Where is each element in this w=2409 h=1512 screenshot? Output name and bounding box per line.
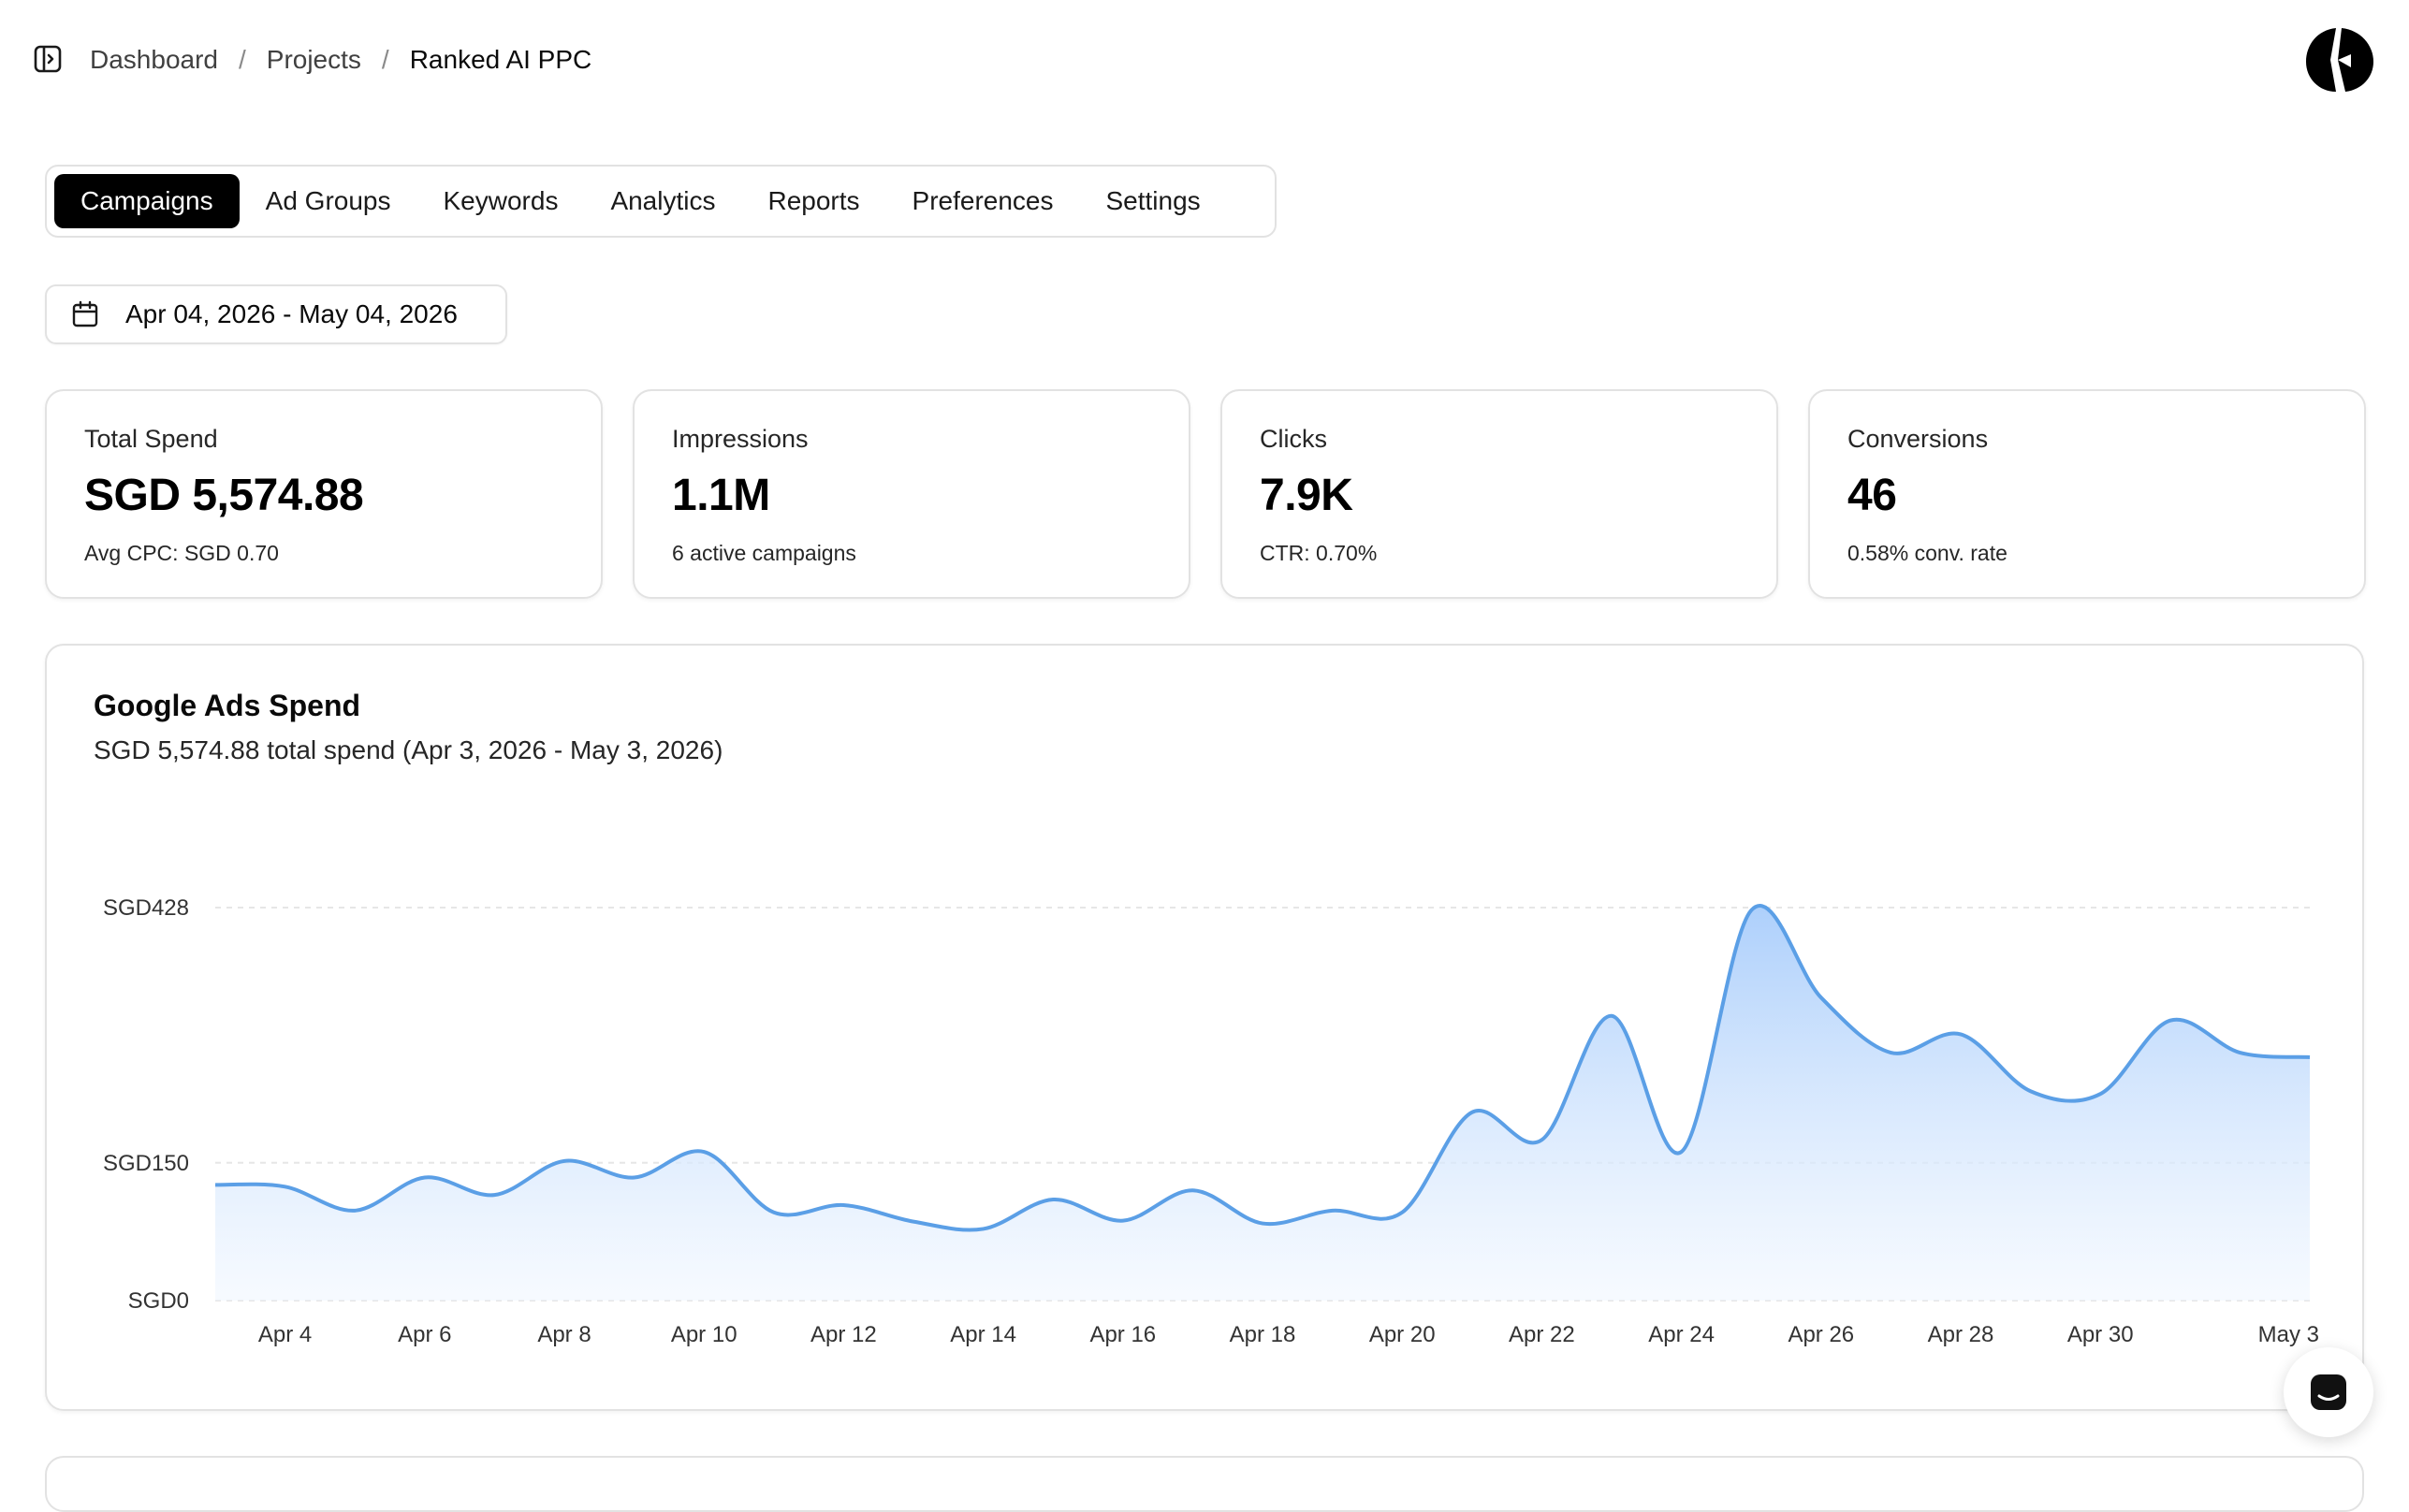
- stat-card-clicks: Clicks 7.9K CTR: 0.70%: [1220, 389, 1778, 599]
- y-tick-label: SGD0: [128, 1288, 189, 1314]
- x-tick-label: Apr 20: [1369, 1322, 1436, 1347]
- calendar-icon: [72, 300, 98, 327]
- spend-chart-card: Google Ads Spend SGD 5,574.88 total spen…: [45, 644, 2364, 1411]
- stat-value: 7.9K: [1260, 471, 1353, 520]
- tab-keywords[interactable]: Keywords: [443, 186, 559, 215]
- stat-label: Clicks: [1260, 425, 1327, 453]
- sidebar-toggle-icon[interactable]: [34, 45, 62, 73]
- chat-button[interactable]: [2284, 1347, 2373, 1437]
- stat-value: 46: [1847, 471, 1897, 520]
- top-bar: Dashboard / Projects / Ranked AI PPC: [0, 0, 2409, 118]
- breadcrumb-projects[interactable]: Projects: [266, 45, 361, 74]
- x-tick-label: Apr 18: [1230, 1322, 1296, 1347]
- spend-area-chart: SGD0 SGD150 SGD428 Apr 4 Apr 6 Apr 8 Apr 10 Apr…: [103, 895, 2319, 1347]
- stat-value: 1.1M: [672, 471, 770, 520]
- stat-subtext: 0.58% conv. rate: [1847, 541, 2008, 565]
- x-tick-label: Apr 26: [1788, 1322, 1854, 1347]
- x-tick-label: Apr 16: [1089, 1322, 1156, 1347]
- main-tabs: Campaigns Ad Groups Keywords Analytics R…: [45, 165, 1277, 238]
- x-tick-label: Apr 8: [537, 1322, 591, 1347]
- spend-area-fill: [215, 906, 2310, 1301]
- x-tick-label: Apr 22: [1509, 1322, 1575, 1347]
- date-range-picker[interactable]: Apr 04, 2026 - May 04, 2026: [45, 284, 507, 344]
- tab-analytics[interactable]: Analytics: [610, 186, 716, 215]
- x-tick-label: Apr 12: [810, 1322, 877, 1347]
- chart-title: Google Ads Spend: [94, 689, 361, 722]
- stat-subtext: Avg CPC: SGD 0.70: [84, 541, 279, 565]
- stat-label: Total Spend: [84, 425, 218, 453]
- x-tick-label: Apr 28: [1928, 1322, 1994, 1347]
- y-tick-label: SGD150: [103, 1151, 189, 1176]
- stat-subtext: 6 active campaigns: [672, 541, 856, 565]
- next-section-card: [45, 1456, 2364, 1512]
- brand-logo-icon: [2306, 28, 2373, 92]
- stat-label: Impressions: [672, 425, 809, 453]
- tab-ad-groups[interactable]: Ad Groups: [265, 186, 391, 215]
- date-range-label: Apr 04, 2026 - May 04, 2026: [125, 299, 458, 328]
- tab-settings[interactable]: Settings: [1105, 186, 1201, 215]
- tab-preferences[interactable]: Preferences: [912, 186, 1054, 215]
- x-tick-label: Apr 24: [1648, 1322, 1715, 1347]
- x-tick-label: May 3: [2258, 1322, 2319, 1347]
- spend-series-line: [214, 904, 2311, 1232]
- x-tick-label: Apr 10: [671, 1322, 737, 1347]
- y-tick-label: SGD428: [103, 895, 189, 921]
- avatar[interactable]: [2304, 24, 2375, 95]
- stat-subtext: CTR: 0.70%: [1260, 541, 1378, 565]
- chat-icon: [2311, 1374, 2346, 1410]
- breadcrumb-separator: /: [381, 45, 389, 74]
- breadcrumb: Dashboard / Projects / Ranked AI PPC: [90, 41, 591, 79]
- x-tick-label: Apr 6: [398, 1322, 451, 1347]
- stat-card-conversions: Conversions 46 0.58% conv. rate: [1808, 389, 2366, 599]
- tab-campaigns[interactable]: Campaigns: [54, 174, 240, 228]
- tab-reports[interactable]: Reports: [767, 186, 860, 215]
- x-tick-label: Apr 30: [2067, 1322, 2134, 1347]
- stat-card-total-spend: Total Spend SGD 5,574.88 Avg CPC: SGD 0.…: [45, 389, 603, 599]
- breadcrumb-current-project: Ranked AI PPC: [409, 45, 592, 74]
- stat-card-impressions: Impressions 1.1M 6 active campaigns: [633, 389, 1190, 599]
- stat-label: Conversions: [1847, 425, 1989, 453]
- x-tick-label: Apr 4: [258, 1322, 312, 1347]
- chart-subtitle: SGD 5,574.88 total spend (Apr 3, 2026 - …: [94, 735, 723, 764]
- x-tick-label: Apr 14: [950, 1322, 1016, 1347]
- breadcrumb-separator: /: [238, 45, 246, 74]
- breadcrumb-dashboard[interactable]: Dashboard: [90, 45, 218, 74]
- stat-value: SGD 5,574.88: [84, 471, 364, 520]
